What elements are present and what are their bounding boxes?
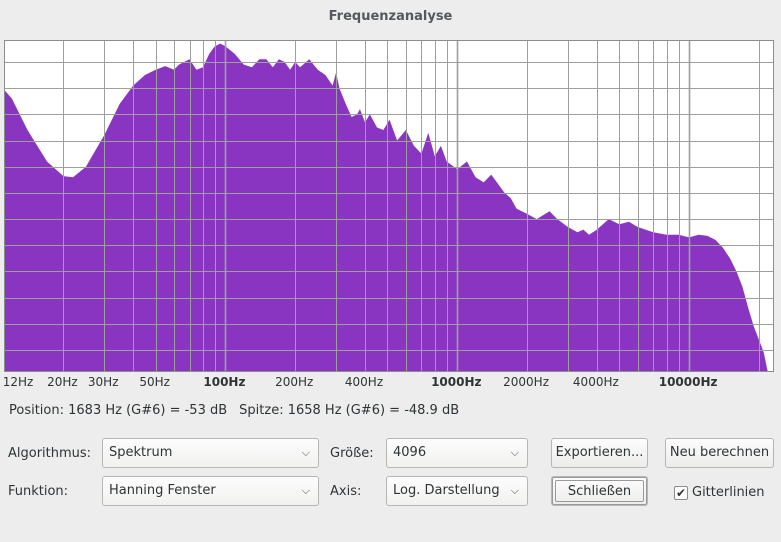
x-tick-label: 100Hz	[203, 375, 246, 389]
algorithm-dropdown[interactable]: Spektrum ⌵	[102, 438, 319, 468]
chevron-down-icon: ⌵	[510, 484, 519, 497]
function-value: Hanning Fenster	[109, 483, 216, 498]
x-tick-label: 50Hz	[139, 375, 170, 389]
window-title: Frequenzanalyse	[328, 9, 453, 24]
x-tick-label: 1000Hz	[431, 375, 482, 389]
check-icon[interactable]: ✔	[674, 485, 688, 500]
function-label: Funktion:	[8, 484, 69, 499]
x-tick-label: 20Hz	[47, 375, 78, 389]
spectrum-plot[interactable]	[4, 40, 774, 372]
x-tick-label: 4000Hz	[572, 375, 619, 389]
x-tick-label: 30Hz	[87, 375, 119, 389]
chevron-down-icon: ⌵	[510, 446, 519, 459]
function-dropdown[interactable]: Hanning Fenster ⌵	[102, 476, 319, 506]
status-line: Position: 1683 Hz (G#6) = -53 dB Spitze: …	[9, 403, 459, 418]
chevron-down-icon: ⌵	[301, 484, 310, 497]
size-value: 4096	[393, 445, 427, 460]
x-tick-label: 12Hz	[2, 375, 34, 389]
gridlines-label: Gitterlinien	[692, 485, 765, 500]
algorithm-value: Spektrum	[109, 445, 173, 460]
gridlines-checkbox[interactable]: ✔ Gitterlinien	[674, 485, 765, 503]
x-tick-label: 400Hz	[344, 375, 384, 389]
spectrum-chart-svg[interactable]	[5, 41, 773, 371]
position-readout: Position: 1683 Hz (G#6) = -53 dB	[9, 403, 228, 418]
recalculate-button[interactable]: Neu berechnen	[665, 438, 774, 468]
export-button[interactable]: Exportieren...	[551, 438, 648, 468]
x-tick-label: 10000Hz	[658, 375, 718, 389]
spectrum-area	[5, 43, 768, 371]
algorithm-label: Algorithmus:	[8, 446, 92, 461]
grid-lines	[5, 41, 773, 371]
axis-value: Log. Darstellung	[393, 483, 500, 498]
chevron-down-icon: ⌵	[301, 446, 310, 459]
frequency-axis: 12Hz 20Hz 30Hz 50Hz 100Hz 200Hz 400Hz 1000Hz 200…	[2, 372, 774, 392]
axis-label: Axis:	[330, 484, 362, 499]
x-tick-label: 200Hz	[275, 375, 314, 389]
axis-dropdown[interactable]: Log. Darstellung ⌵	[386, 476, 528, 506]
close-button[interactable]: Schließen	[551, 476, 648, 506]
peak-readout: Spitze: 1658 Hz (G#6) = -48.9 dB	[239, 403, 460, 418]
size-label: Größe:	[330, 446, 374, 461]
close-button-label: Schließen	[555, 480, 644, 502]
x-tick-label: 2000Hz	[503, 375, 550, 389]
size-dropdown[interactable]: 4096 ⌵	[386, 438, 528, 468]
